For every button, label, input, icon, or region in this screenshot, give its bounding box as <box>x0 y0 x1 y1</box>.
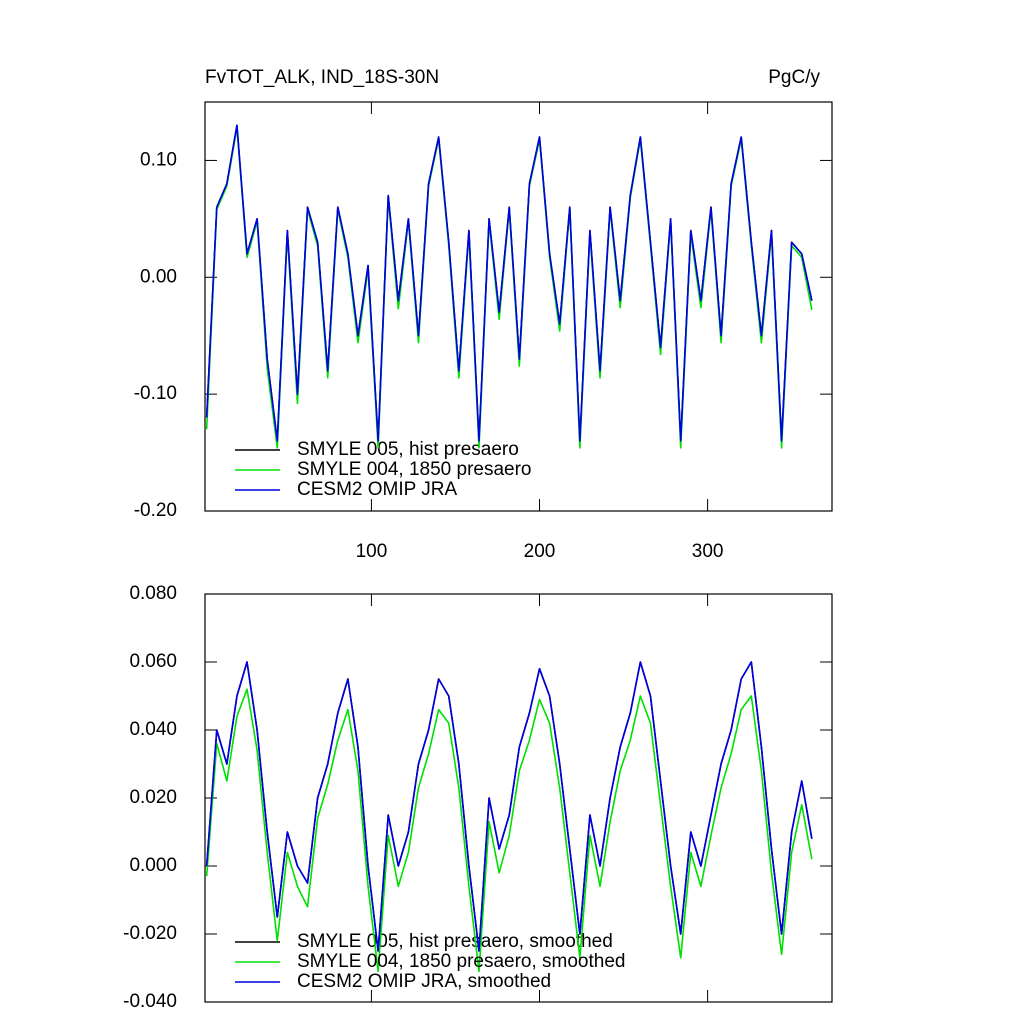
y-tick-label: 0.020 <box>129 787 177 808</box>
y-tick-label: 0.10 <box>140 149 177 170</box>
legend-label: SMYLE 004, 1850 presaero, smoothed <box>297 951 625 972</box>
series-line <box>205 661 813 952</box>
x-tick-label: 300 <box>692 541 724 562</box>
x-tick-label: 100 <box>356 541 388 562</box>
x-tick-label: 200 <box>524 541 556 562</box>
y-tick-label: 0.000 <box>129 855 177 876</box>
series-line <box>205 661 813 952</box>
y-tick-label: 0.080 <box>129 583 177 604</box>
series-line <box>205 126 813 449</box>
series-line <box>205 124 813 442</box>
series-line <box>205 688 813 973</box>
units-label: PgC/y <box>768 67 820 88</box>
y-tick-label: 0.00 <box>140 266 177 287</box>
chart-title: FvTOT_ALK, IND_18S-30N <box>205 67 439 88</box>
legend-label: SMYLE 004, 1850 presaero <box>297 459 532 480</box>
y-tick-label: -0.10 <box>134 383 177 404</box>
y-tick-label: -0.040 <box>123 991 177 1012</box>
legend-label: CESM2 OMIP JRA, smoothed <box>297 971 551 992</box>
legend-label: CESM2 OMIP JRA <box>297 479 457 500</box>
y-tick-label: -0.20 <box>134 500 177 521</box>
y-tick-label: 0.060 <box>129 651 177 672</box>
plot-frame <box>204 101 833 512</box>
legend-label: SMYLE 005, hist presaero <box>297 439 519 460</box>
y-tick-label: -0.020 <box>123 923 177 944</box>
y-tick-label: 0.040 <box>129 719 177 740</box>
plot-frame <box>204 593 833 1003</box>
legend-label: SMYLE 005, hist presaero, smoothed <box>297 931 613 952</box>
